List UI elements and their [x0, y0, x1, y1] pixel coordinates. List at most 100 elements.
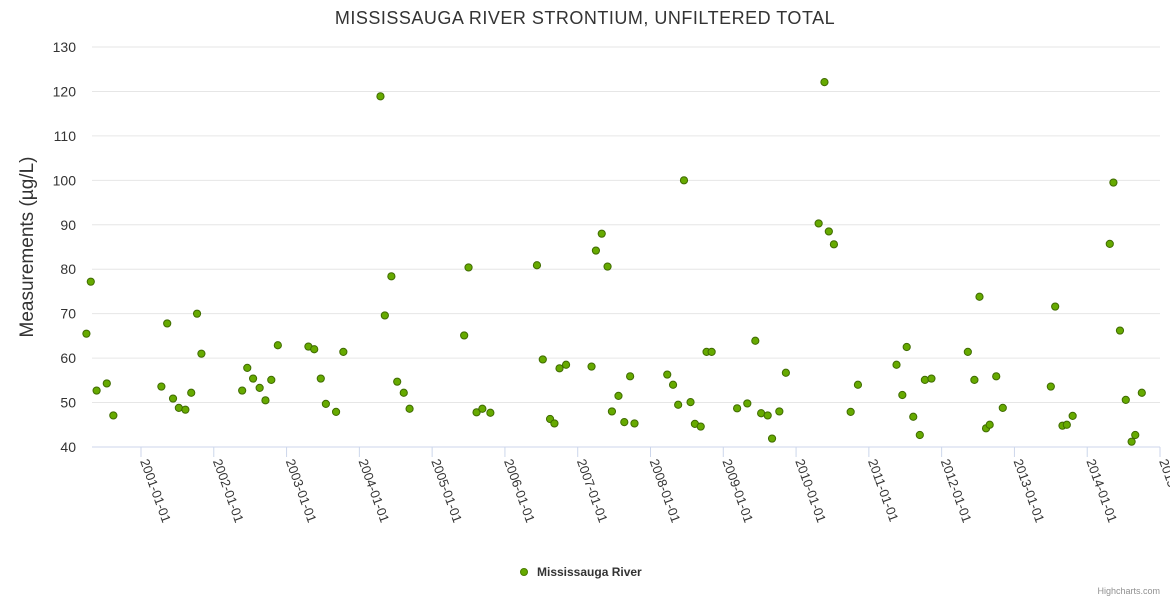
legend-item-mississauga-river[interactable]: Mississauga River — [537, 565, 642, 579]
data-point[interactable] — [775, 407, 784, 416]
data-point[interactable] — [663, 370, 672, 379]
data-point[interactable] — [892, 360, 901, 369]
data-point[interactable] — [86, 277, 95, 286]
data-point[interactable] — [92, 386, 101, 395]
data-point[interactable] — [1105, 239, 1114, 248]
data-point[interactable] — [820, 78, 829, 87]
data-point[interactable] — [255, 383, 264, 392]
data-point[interactable] — [920, 375, 930, 384]
data-point[interactable] — [733, 404, 742, 413]
data-point[interactable] — [380, 311, 389, 320]
y-tick-label: 100 — [53, 172, 77, 188]
data-point[interactable] — [915, 430, 924, 440]
data-point[interactable] — [273, 341, 282, 350]
data-point[interactable] — [909, 412, 918, 421]
data-point[interactable] — [607, 407, 617, 416]
legend[interactable]: Mississauga River — [520, 565, 643, 579]
data-point[interactable] — [1115, 326, 1125, 335]
data-point[interactable] — [1068, 411, 1077, 420]
data-point[interactable] — [331, 407, 341, 416]
data-point[interactable] — [192, 309, 202, 318]
data-point[interactable] — [486, 408, 495, 417]
data-point[interactable] — [321, 399, 330, 408]
data-point[interactable] — [464, 263, 473, 272]
data-point[interactable] — [82, 329, 91, 338]
data-point[interactable] — [707, 347, 716, 356]
data-point[interactable] — [829, 240, 839, 249]
data-point[interactable] — [163, 319, 172, 328]
data-point[interactable] — [1121, 395, 1130, 404]
data-point[interactable] — [998, 403, 1007, 412]
data-point[interactable] — [1127, 437, 1136, 446]
data-point[interactable] — [975, 292, 984, 301]
data-point[interactable] — [620, 418, 629, 427]
data-point[interactable] — [267, 375, 276, 384]
data-point[interactable] — [597, 229, 606, 238]
data-point[interactable] — [927, 374, 936, 383]
data-point[interactable] — [853, 380, 863, 389]
data-point[interactable] — [679, 176, 689, 185]
data-point[interactable] — [157, 382, 166, 391]
data-point[interactable] — [405, 404, 414, 413]
data-point[interactable] — [561, 360, 571, 369]
data-point[interactable] — [102, 379, 111, 388]
data-point[interactable] — [846, 407, 855, 416]
data-point[interactable] — [238, 386, 247, 395]
data-point[interactable] — [399, 388, 408, 397]
data-point[interactable] — [1109, 178, 1118, 187]
data-point[interactable] — [532, 261, 542, 270]
data-point[interactable] — [1131, 430, 1140, 440]
credits-link[interactable]: Highcharts.com — [1097, 586, 1160, 596]
data-point[interactable] — [603, 262, 612, 271]
data-point[interactable] — [109, 411, 118, 420]
data-point[interactable] — [1051, 302, 1060, 311]
data-point[interactable] — [538, 355, 547, 364]
data-point[interactable] — [767, 434, 777, 443]
data-point[interactable] — [181, 405, 190, 414]
data-point[interactable] — [626, 372, 635, 381]
data-point[interactable] — [696, 422, 705, 431]
data-point[interactable] — [985, 420, 994, 429]
data-point[interactable] — [197, 349, 206, 358]
data-point[interactable] — [824, 227, 833, 236]
y-tick-label: 90 — [60, 217, 76, 233]
data-point[interactable] — [555, 364, 564, 373]
data-point[interactable] — [898, 390, 907, 400]
data-point[interactable] — [686, 398, 695, 407]
data-point[interactable] — [376, 92, 385, 101]
data-point[interactable] — [460, 331, 469, 340]
data-point[interactable] — [393, 377, 402, 386]
data-point[interactable] — [550, 419, 559, 428]
data-point[interactable] — [243, 363, 252, 372]
data-point[interactable] — [478, 404, 487, 413]
data-point[interactable] — [339, 347, 348, 356]
data-point[interactable] — [751, 336, 760, 345]
data-point[interactable] — [814, 219, 823, 228]
data-point[interactable] — [387, 272, 396, 281]
data-point[interactable] — [992, 372, 1001, 381]
data-point[interactable] — [614, 391, 623, 400]
data-point[interactable] — [763, 411, 772, 420]
data-point[interactable] — [781, 368, 790, 377]
data-point[interactable] — [963, 347, 972, 356]
data-point[interactable] — [310, 345, 319, 354]
data-point[interactable] — [1062, 420, 1071, 429]
data-point[interactable] — [316, 374, 325, 383]
data-point[interactable] — [472, 408, 481, 417]
legend-marker-icon — [520, 568, 528, 576]
data-point[interactable] — [1046, 382, 1055, 391]
data-point[interactable] — [743, 399, 752, 408]
data-point[interactable] — [261, 396, 270, 405]
data-point[interactable] — [591, 246, 601, 255]
data-point[interactable] — [187, 388, 196, 397]
data-point[interactable] — [970, 375, 979, 384]
data-point[interactable] — [668, 380, 678, 389]
data-point[interactable] — [248, 374, 258, 383]
data-point[interactable] — [630, 419, 639, 428]
data-point[interactable] — [674, 400, 683, 409]
data-point[interactable] — [168, 394, 178, 403]
data-point[interactable] — [902, 342, 911, 352]
data-point[interactable] — [1137, 388, 1146, 397]
x-tick-label: 2012-01-01 — [938, 457, 975, 525]
data-point[interactable] — [587, 362, 596, 371]
